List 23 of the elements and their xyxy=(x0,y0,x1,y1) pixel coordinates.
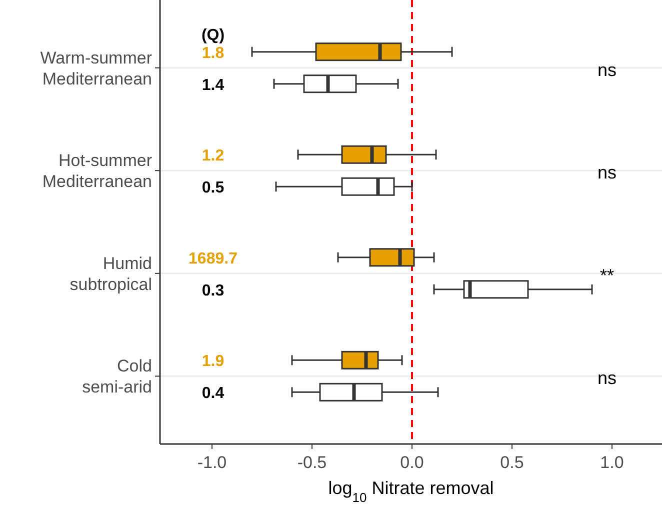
text: 1689.7 xyxy=(188,250,238,268)
y-tick-label: Hot-summer Mediterranean xyxy=(42,151,152,192)
text: 1.8 xyxy=(202,44,224,62)
annotation: ** xyxy=(600,265,614,286)
annotation: (Q) xyxy=(201,27,225,44)
annotation: ns xyxy=(597,60,617,80)
x-tick-label: 0.0 xyxy=(400,453,424,472)
text: 1.2 xyxy=(202,148,224,165)
text: 0.5 xyxy=(202,180,224,197)
y-tick-label: Cold semi-arid xyxy=(82,356,152,397)
text: 0.3 xyxy=(202,282,224,300)
annotation: ns xyxy=(597,368,617,388)
text: 0.4 xyxy=(202,385,224,402)
y-tick-label: Warm-summer Mediterranean xyxy=(40,48,152,88)
x-tick-label: 0.5 xyxy=(500,453,524,472)
annotation: ns xyxy=(597,162,617,183)
x-tick-label: -0.5 xyxy=(297,453,327,472)
y-tick-label: Humid subtropical xyxy=(70,254,152,294)
text: 1.9 xyxy=(202,353,224,370)
text: 1.4 xyxy=(202,76,224,94)
x-tick-label: 1.0 xyxy=(600,453,624,472)
x-tick-label: -1.0 xyxy=(197,453,227,472)
x-axis-title: log$_{10}$ Nitrate removal xyxy=(328,478,494,504)
